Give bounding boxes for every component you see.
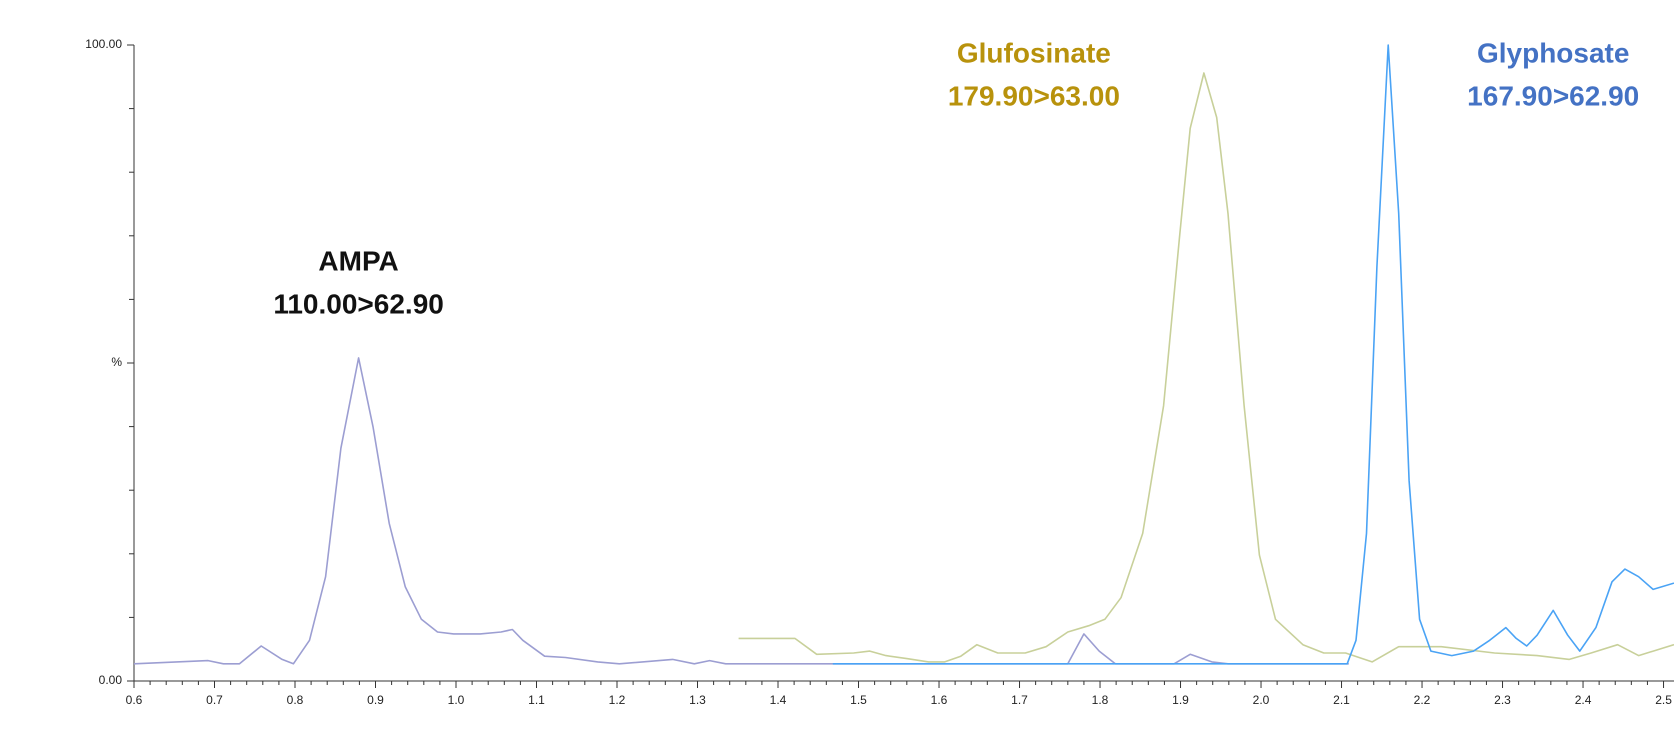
x-tick-label: 0.9 (367, 693, 384, 707)
y-tick-label: 100.00 (85, 37, 122, 51)
peak-transition: 167.90>62.90 (1467, 80, 1639, 111)
y-tick-label: 0.00 (99, 673, 123, 687)
trace (832, 44, 1674, 665)
peak-name: Glyphosate (1477, 37, 1629, 68)
peak-transition: 110.00>62.90 (273, 288, 444, 319)
x-tick-label: 1.8 (1092, 693, 1109, 707)
peak-transition: 179.90>63.00 (948, 80, 1120, 111)
x-tick-label: 1.0 (448, 693, 465, 707)
peak-name: Glufosinate (957, 37, 1111, 68)
trace (738, 72, 1674, 663)
x-tick-label: 1.5 (850, 693, 867, 707)
peak-name: AMPA (318, 245, 398, 276)
x-tick-label: 0.7 (206, 693, 223, 707)
x-tick-label: 1.2 (609, 693, 626, 707)
x-tick-label: 1.7 (1011, 693, 1028, 707)
trace (133, 357, 1349, 665)
x-tick-label: 2.0 (1253, 693, 1270, 707)
x-tick-label: 2.5 (1655, 693, 1672, 707)
x-tick-label: 1.1 (528, 693, 545, 707)
x-tick-label: 1.3 (689, 693, 706, 707)
x-tick-label: 2.3 (1494, 693, 1511, 707)
x-tick-label: 2.1 (1333, 693, 1350, 707)
x-tick-label: 1.4 (770, 693, 787, 707)
x-tick-label: 2.2 (1414, 693, 1431, 707)
y-tick-label: % (111, 355, 122, 369)
x-tick-label: 2.4 (1575, 693, 1592, 707)
x-tick-label: 0.8 (287, 693, 304, 707)
x-tick-label: 0.6 (126, 693, 143, 707)
x-tick-label: 1.9 (1172, 693, 1189, 707)
x-tick-label: 1.6 (931, 693, 948, 707)
